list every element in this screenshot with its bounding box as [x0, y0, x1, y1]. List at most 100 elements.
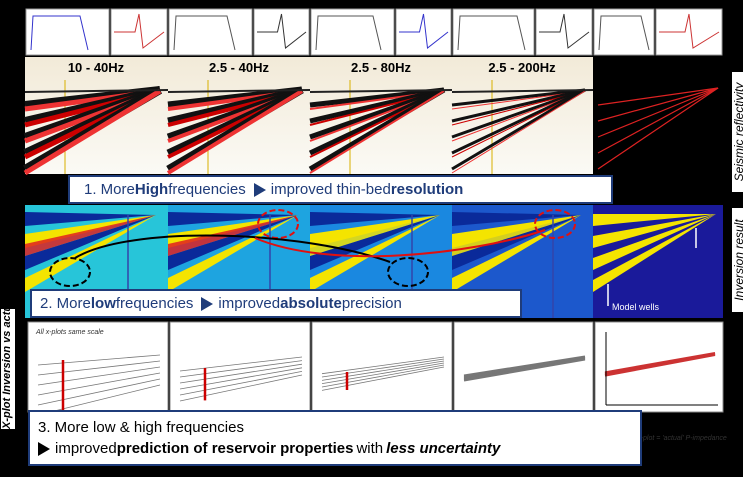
inversion-wedge: [310, 212, 440, 226]
thumbnail-curve: [659, 13, 720, 49]
xplot-panel: [169, 321, 311, 413]
link-arrow: [254, 229, 546, 258]
thumbnail: [25, 8, 110, 56]
xplot-band: [463, 358, 586, 382]
inversion-wedge: [310, 215, 440, 292]
reflector: [167, 89, 311, 93]
xplot-band: [179, 367, 303, 390]
column-header: 2.5 - 40Hz: [209, 60, 269, 75]
reflectivity-line: [597, 87, 719, 170]
note: X-plot = 'actual' P-impedance: [635, 435, 727, 442]
reflectivity-line: [597, 87, 719, 106]
xplot-band: [321, 364, 445, 388]
banner-text: resolution: [390, 181, 464, 198]
xplot-panel: [27, 321, 169, 413]
highlight-ellipse: [49, 257, 91, 287]
thumbnail-curve: [173, 15, 236, 51]
column-header: 2.5 - 200Hz: [488, 60, 556, 75]
inversion-wedge: [593, 214, 716, 226]
reflector: [451, 88, 586, 171]
inversion-wedge: [593, 214, 716, 248]
banner: 2. More low frequencies improved absolute…: [30, 289, 522, 318]
highlight-ellipse: [534, 209, 576, 239]
xplot-band: [37, 372, 161, 396]
banner-text: High: [134, 181, 169, 198]
inversion-wedge: [168, 215, 298, 270]
inversion-wedge: [593, 214, 716, 270]
banner-text: less uncertainty: [386, 440, 501, 457]
reflector: [451, 89, 594, 93]
xplot-band: [321, 356, 445, 375]
link-arrow: [74, 234, 391, 263]
thumbnail-curve: [257, 13, 307, 49]
xplot-band: [179, 360, 303, 378]
inversion-wedge: [452, 215, 581, 292]
reflector: [23, 88, 162, 176]
thumbnail-curve: [598, 15, 650, 51]
banner-text: with: [356, 440, 384, 457]
inversion-wedge: [25, 215, 156, 292]
banner-text: prediction of reservoir properties: [116, 440, 354, 457]
banner: 3. More low & high frequencies improved …: [28, 410, 642, 466]
banner: 1. More High frequencies improved thin-be…: [68, 175, 613, 204]
reflector: [309, 90, 445, 174]
side-label: Inversion result: [732, 208, 743, 312]
banner-text: frequencies: [168, 181, 246, 198]
banner-text: improved: [55, 440, 117, 457]
reflector: [451, 88, 586, 139]
xplot-band: [321, 360, 445, 381]
thumbnail: [168, 8, 253, 56]
xplot-panel: [594, 321, 724, 413]
banner-text: 2. More: [40, 295, 91, 312]
reflector: [309, 87, 445, 108]
thumbnail-curve: [30, 15, 89, 51]
inversion-wedge: [25, 212, 156, 226]
xplot-band: [321, 366, 445, 391]
thumbnail-curve: [457, 15, 526, 51]
reflector: [451, 88, 586, 123]
side-label: Seismic reflectivity: [732, 72, 743, 192]
inversion-wedge: [452, 215, 581, 270]
xplot-band: [179, 374, 303, 402]
banner-text: absolute: [280, 295, 342, 312]
banner-text: precision: [341, 295, 402, 312]
xplot-band: [179, 356, 303, 372]
banner-text: improved thin-bed: [270, 181, 391, 198]
inversion-wedge: [168, 212, 298, 226]
arrow-icon: [253, 182, 266, 197]
xplot-band: [37, 360, 161, 376]
column-header: 2.5 - 80Hz: [351, 60, 411, 75]
reflector: [24, 89, 169, 93]
note: Model wells: [612, 302, 660, 312]
reflector: [308, 87, 446, 172]
reflectivity-line: [597, 87, 719, 154]
xplot-panel: [311, 321, 453, 413]
banner-text: low: [90, 295, 116, 312]
inversion-wedge: [310, 215, 440, 256]
xplot-band: [604, 354, 716, 377]
reflectivity-line: [597, 87, 719, 138]
inversion-wedge: [25, 215, 156, 270]
banner-text: 3. More low & high frequencies: [38, 419, 244, 436]
reflector: [451, 88, 586, 107]
side-label: X-plot Inversion vs actual: [1, 295, 15, 429]
banner-text: 1. More: [84, 181, 135, 198]
xplot-band: [37, 378, 161, 406]
banner-text: improved: [218, 295, 281, 312]
xplot-band: [37, 366, 161, 386]
thumbnail-curve: [315, 15, 382, 51]
column-header: 10 - 40Hz: [68, 60, 125, 75]
thumbnail-curve: [114, 13, 165, 49]
banner-text: frequencies: [115, 295, 194, 312]
xplot-band: [179, 371, 303, 396]
reflector: [451, 88, 586, 155]
banner-line: improved prediction of reservoir propert…: [38, 440, 500, 457]
reflector: [451, 90, 586, 174]
reflectivity-line: [597, 87, 719, 122]
thumbnail: [593, 8, 655, 56]
thumbnail-curve: [399, 13, 449, 49]
inversion-wedge: [452, 212, 581, 226]
arrow-icon: [38, 441, 50, 456]
